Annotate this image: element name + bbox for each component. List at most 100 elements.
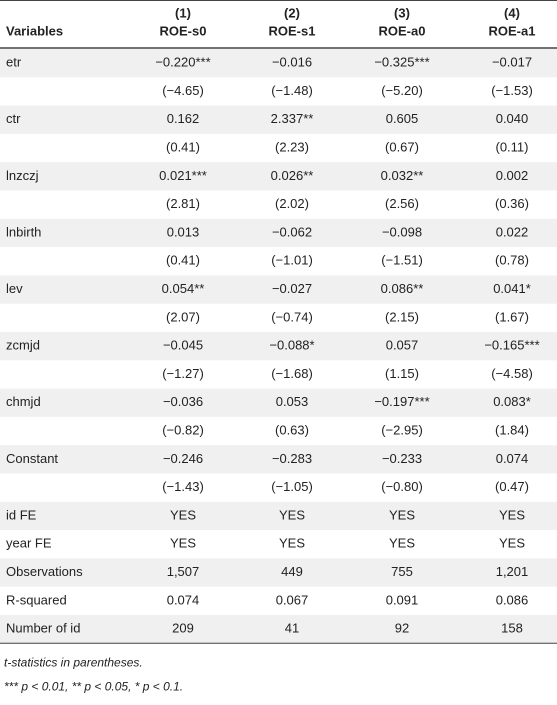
cell: 0.074: [496, 451, 529, 466]
cell: (2.56): [385, 196, 419, 211]
row-shade: [0, 162, 557, 191]
cell: 0.040: [496, 111, 529, 126]
cell: −0.233: [382, 451, 422, 466]
cell: 1,507: [167, 564, 200, 579]
cell: −0.283: [272, 451, 312, 466]
cell: 0.067: [276, 592, 309, 607]
cell: 0.083*: [493, 394, 531, 409]
row-label: Number of id: [6, 621, 80, 636]
cell: 449: [281, 564, 303, 579]
cell: (−1.01): [271, 253, 313, 268]
cell: (0.67): [385, 139, 419, 154]
row-shade: [0, 332, 557, 361]
cell: 92: [395, 621, 409, 636]
cell: 0.162: [167, 111, 200, 126]
cell: 0.026**: [271, 168, 314, 183]
column-header: ROE-a0: [379, 23, 426, 38]
cell: −0.017: [492, 55, 532, 70]
cell: YES: [499, 536, 525, 551]
cell: (−1.68): [271, 366, 313, 381]
cell: −0.027: [272, 281, 312, 296]
cell: −0.045: [163, 338, 203, 353]
cell: (0.47): [495, 479, 529, 494]
column-number: (4): [504, 5, 520, 20]
cell: (−4.58): [491, 366, 533, 381]
cell: −0.165***: [484, 338, 539, 353]
row-label: Constant: [6, 451, 58, 466]
row-label: year FE: [6, 536, 52, 551]
row-label: lnzczj: [6, 168, 39, 183]
cell: −0.016: [272, 55, 312, 70]
cell: 755: [391, 564, 413, 579]
cell: (−4.65): [162, 83, 204, 98]
cell: (−1.05): [271, 479, 313, 494]
cell: YES: [170, 536, 196, 551]
row-shade: [0, 275, 557, 304]
variables-label: Variables: [6, 23, 63, 38]
cell: 41: [285, 621, 299, 636]
row-label: etr: [6, 55, 22, 70]
row-label: chmjd: [6, 394, 41, 409]
cell: 0.605: [386, 111, 419, 126]
row-label: R-squared: [6, 592, 67, 607]
row-label: id FE: [6, 507, 37, 522]
column-header: ROE-s0: [160, 23, 207, 38]
cell: YES: [389, 507, 415, 522]
cell: (−1.27): [162, 366, 204, 381]
row-label: Observations: [6, 564, 83, 579]
cell: −0.220***: [155, 55, 210, 70]
cell: (−0.80): [381, 479, 423, 494]
row-shade: [0, 615, 557, 644]
column-number: (3): [394, 5, 410, 20]
footnote: *** p < 0.01, ** p < 0.05, * p < 0.1.: [4, 679, 183, 693]
cell: 0.013: [167, 224, 200, 239]
cell: 0.057: [386, 338, 419, 353]
row-label: ctr: [6, 111, 21, 126]
cell: (0.41): [166, 139, 200, 154]
cell: (1.15): [385, 366, 419, 381]
cell: YES: [279, 536, 305, 551]
cell: −0.098: [382, 224, 422, 239]
cell: 0.032**: [381, 168, 424, 183]
row-label: zcmjd: [6, 338, 40, 353]
cell: YES: [279, 507, 305, 522]
row-shade: [0, 445, 557, 474]
row-shade: [0, 49, 557, 78]
cell: 2.337**: [271, 111, 314, 126]
cell: YES: [499, 507, 525, 522]
cell: −0.325***: [374, 55, 429, 70]
column-header: ROE-a1: [489, 23, 536, 38]
cell: (0.63): [275, 422, 309, 437]
column-header: ROE-s1: [269, 23, 316, 38]
cell: 0.086: [496, 592, 529, 607]
cell: (−1.51): [381, 253, 423, 268]
cell: (2.81): [166, 196, 200, 211]
footnote: t-statistics in parentheses.: [4, 655, 143, 669]
cell: (−1.43): [162, 479, 204, 494]
cell: −0.088*: [269, 338, 314, 353]
cell: (2.23): [275, 139, 309, 154]
cell: (0.41): [166, 253, 200, 268]
cell: (−1.48): [271, 83, 313, 98]
cell: (1.67): [495, 309, 529, 324]
row-shade: [0, 558, 557, 587]
column-number: (2): [284, 5, 300, 20]
row-shade: [0, 501, 557, 531]
cell: 0.041*: [493, 281, 531, 296]
cell: (1.84): [495, 422, 529, 437]
cell: (2.07): [166, 309, 200, 324]
cell: 209: [172, 621, 194, 636]
cell: (0.11): [496, 139, 529, 154]
row-label: lnbirth: [6, 224, 41, 239]
cell: (0.36): [495, 196, 529, 211]
cell: YES: [170, 507, 196, 522]
cell: (−0.82): [162, 422, 204, 437]
cell: (2.15): [385, 309, 419, 324]
cell: −0.036: [163, 394, 203, 409]
row-label: lev: [6, 281, 23, 296]
cell: (−5.20): [381, 83, 423, 98]
cell: 0.074: [167, 592, 200, 607]
cell: (−0.74): [271, 309, 313, 324]
cell: (0.78): [495, 253, 529, 268]
